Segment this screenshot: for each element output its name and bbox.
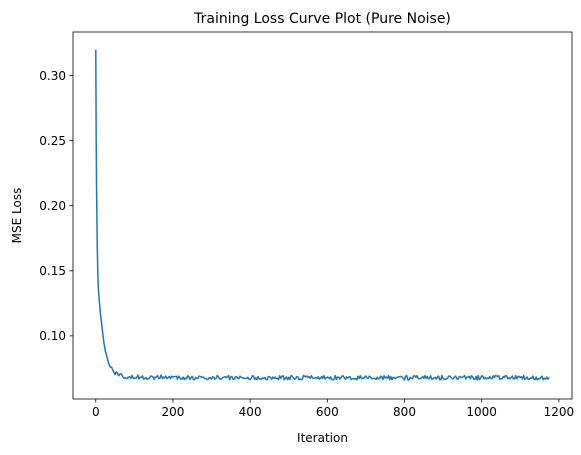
x-tick-label: 400 — [239, 405, 262, 419]
x-tick-label: 600 — [316, 405, 339, 419]
loss-series-line — [95, 49, 550, 381]
x-tick-label: 200 — [162, 405, 185, 419]
y-axis-label: MSE Loss — [10, 188, 24, 244]
y-tick-label: 0.20 — [39, 199, 66, 213]
y-tick-label: 0.30 — [39, 69, 66, 83]
x-tick-label: 1000 — [466, 405, 497, 419]
chart-title: Training Loss Curve Plot (Pure Noise) — [193, 11, 451, 27]
plot-area — [95, 49, 550, 381]
y-tick-label: 0.15 — [39, 264, 66, 278]
x-axis-label: Iteration — [297, 431, 348, 445]
y-tick-label: 0.10 — [39, 329, 66, 343]
y-axis: 0.10 0.15 0.20 0.25 0.30 — [39, 69, 73, 343]
y-tick-label: 0.25 — [39, 134, 66, 148]
x-tick-label: 1200 — [544, 405, 575, 419]
axes-frame — [72, 31, 573, 400]
x-tick-label: 0 — [92, 405, 100, 419]
x-axis: 0 200 400 600 800 1000 1200 — [92, 399, 574, 419]
x-tick-label: 800 — [393, 405, 416, 419]
